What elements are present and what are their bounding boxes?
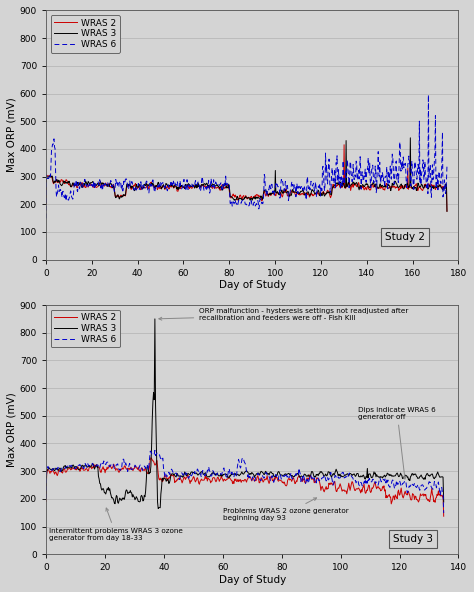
WRAS 6 xyxy=(310,475,315,482)
Line: WRAS 2: WRAS 2 xyxy=(46,458,444,516)
WRAS 6 xyxy=(388,176,394,183)
WRAS 3 xyxy=(68,183,73,190)
WRAS 2 xyxy=(43,201,49,208)
WRAS 3 xyxy=(43,201,49,208)
WRAS 2 xyxy=(278,477,284,484)
WRAS 6 xyxy=(287,190,292,197)
X-axis label: Day of Study: Day of Study xyxy=(219,281,286,291)
Y-axis label: Max ORP (mV): Max ORP (mV) xyxy=(7,392,17,467)
WRAS 6 xyxy=(152,447,158,454)
WRAS 3 xyxy=(441,498,447,506)
WRAS 3 xyxy=(155,505,161,512)
WRAS 2 xyxy=(146,468,151,475)
WRAS 6 xyxy=(278,475,284,482)
Text: Intermittent problems WRAS 3 ozone
generator from day 18-33: Intermittent problems WRAS 3 ozone gener… xyxy=(49,508,183,541)
WRAS 6 xyxy=(43,496,49,503)
Legend: WRAS 2, WRAS 3, WRAS 6: WRAS 2, WRAS 3, WRAS 6 xyxy=(51,15,120,53)
WRAS 6 xyxy=(444,162,450,169)
WRAS 6 xyxy=(343,472,349,480)
WRAS 3 xyxy=(146,465,151,472)
WRAS 6 xyxy=(146,466,151,474)
WRAS 3 xyxy=(224,472,230,480)
WRAS 2 xyxy=(299,190,304,197)
Text: ORP malfunction - hysteresis settings not readjusted after
recalibration and fee: ORP malfunction - hysteresis settings no… xyxy=(159,308,409,321)
WRAS 6 xyxy=(114,461,119,468)
WRAS 3 xyxy=(299,188,304,195)
Line: WRAS 6: WRAS 6 xyxy=(46,95,447,218)
WRAS 2 xyxy=(341,141,347,148)
WRAS 2 xyxy=(224,475,229,482)
WRAS 2 xyxy=(310,475,315,482)
Text: Study 2: Study 2 xyxy=(385,232,425,242)
WRAS 2 xyxy=(148,454,154,461)
WRAS 3 xyxy=(279,471,284,478)
Text: Dips indicate WRAS 6
generator off: Dips indicate WRAS 6 generator off xyxy=(358,407,436,479)
WRAS 3 xyxy=(408,134,413,141)
WRAS 2 xyxy=(68,183,73,190)
WRAS 6 xyxy=(276,184,282,191)
WRAS 2 xyxy=(343,487,349,494)
Line: WRAS 2: WRAS 2 xyxy=(46,144,447,211)
WRAS 3 xyxy=(388,185,394,192)
Text: Study 3: Study 3 xyxy=(393,535,433,544)
WRAS 3 xyxy=(344,471,350,478)
WRAS 2 xyxy=(444,208,450,215)
Line: WRAS 3: WRAS 3 xyxy=(46,319,444,509)
Text: Problems WRAS 2 ozone generator
beginning day 93: Problems WRAS 2 ozone generator beginnin… xyxy=(223,498,348,520)
WRAS 3 xyxy=(114,492,119,499)
WRAS 2 xyxy=(348,187,354,194)
WRAS 2 xyxy=(43,498,49,505)
Y-axis label: Max ORP (mV): Max ORP (mV) xyxy=(7,98,17,172)
WRAS 3 xyxy=(444,208,450,215)
WRAS 2 xyxy=(389,183,395,190)
WRAS 6 xyxy=(43,215,49,222)
WRAS 3 xyxy=(347,183,353,190)
WRAS 2 xyxy=(276,190,282,197)
WRAS 6 xyxy=(224,473,229,480)
WRAS 2 xyxy=(287,192,292,200)
WRAS 3 xyxy=(310,469,316,476)
WRAS 3 xyxy=(43,495,49,502)
WRAS 2 xyxy=(114,465,119,472)
WRAS 6 xyxy=(347,158,353,165)
WRAS 2 xyxy=(441,513,447,520)
WRAS 3 xyxy=(152,316,158,323)
Legend: WRAS 2, WRAS 3, WRAS 6: WRAS 2, WRAS 3, WRAS 6 xyxy=(51,310,120,348)
WRAS 3 xyxy=(276,191,282,198)
WRAS 6 xyxy=(68,187,73,194)
WRAS 3 xyxy=(287,193,292,200)
WRAS 6 xyxy=(299,183,304,190)
X-axis label: Day of Study: Day of Study xyxy=(219,575,286,585)
Line: WRAS 3: WRAS 3 xyxy=(46,138,447,211)
WRAS 6 xyxy=(441,510,447,517)
Line: WRAS 6: WRAS 6 xyxy=(46,451,444,513)
WRAS 6 xyxy=(426,91,431,98)
